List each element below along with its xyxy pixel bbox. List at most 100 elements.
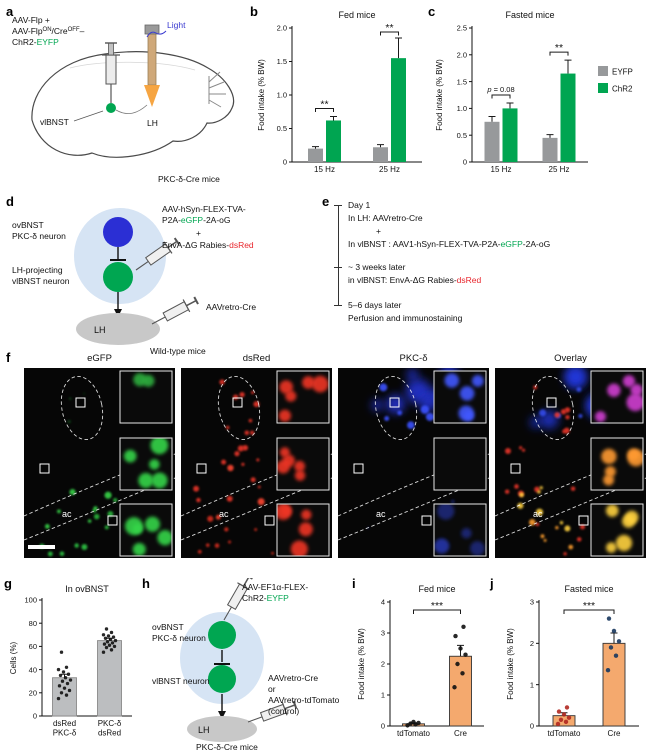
- chart-svg-b: Fed mice Food intake (% BW) 0 0.5 1.0 1.5 2.0 *…: [257, 10, 422, 174]
- panel-label-b: b: [250, 4, 258, 19]
- data-point: [58, 673, 63, 678]
- legend-swatch: [598, 66, 608, 76]
- x-category-label: tdTomato: [397, 729, 430, 738]
- roi-box: [510, 463, 521, 474]
- vlbnst-label: vlBNST neuron: [152, 676, 210, 686]
- panel-label-j: j: [490, 576, 494, 591]
- roi-box: [39, 463, 50, 474]
- y-tick-label: 1.0: [457, 104, 467, 113]
- lh-label: LH: [198, 725, 210, 735]
- virus1-label-2: ChR2-EYFP: [242, 593, 289, 603]
- micrograph-title-overlay: Overlay: [554, 353, 587, 364]
- significance-bracket: [380, 31, 399, 36]
- roi-box: [546, 397, 557, 408]
- y-axis-label: Food intake (% BW): [435, 59, 444, 131]
- bar: [97, 640, 122, 717]
- micrograph-title-dsred: dsRed: [242, 353, 271, 364]
- timeline-plus: +: [376, 226, 381, 236]
- mouse-line-label: Wild-type mice: [150, 346, 206, 356]
- data-point: [65, 681, 70, 686]
- lh-label: LH: [147, 118, 158, 128]
- ovbnst-label-2: PKC-δ neuron: [152, 633, 206, 643]
- timeline-tick-3: [334, 305, 342, 306]
- data-point: [112, 644, 117, 649]
- y-tick-label: 0.5: [277, 124, 287, 133]
- y-tick-label: 0: [381, 722, 385, 731]
- ovbnst-label-1: ovBNST: [152, 622, 184, 632]
- y-tick-label: 1: [530, 680, 534, 689]
- y-tick-label: 2: [381, 660, 385, 669]
- roi-box: [196, 463, 207, 474]
- y-tick-label: 1.5: [277, 57, 287, 66]
- data-point: [61, 670, 66, 674]
- data-point: [103, 636, 108, 640]
- roi-box: [232, 397, 243, 408]
- mouse-line-label: PKC-δ-Cre mice: [158, 174, 220, 184]
- timeline-perfusion: Perfusion and immunostaining: [348, 313, 463, 323]
- chart-food-intake-fed-cre: Fed mice Food intake (% BW) 0 1 2 3 4 *** tdToma…: [356, 582, 490, 750]
- data-point: [606, 616, 612, 621]
- significance-label: p = 0.08: [486, 85, 514, 94]
- data-point: [101, 633, 106, 637]
- micrograph-title-egfp: eGFP: [87, 353, 112, 364]
- chart-cells-percent-ovbnst: In ovBNST Cells (%) 0 20 40 60 80 100 dsRed PKC-δ…: [8, 582, 140, 750]
- roi-box: [578, 515, 589, 526]
- virus1-label-1: AAV-EF1α-FLEX-: [242, 582, 308, 592]
- virus2-label-2: or: [268, 684, 276, 694]
- data-point: [104, 645, 109, 650]
- inset-border: [433, 437, 487, 491]
- inset-border: [590, 503, 644, 557]
- panel-label-h: h: [142, 576, 150, 591]
- projection-line: [115, 104, 148, 115]
- micrograph-svg: ac: [494, 364, 647, 558]
- data-point: [411, 719, 416, 725]
- chart-svg-j: Fasted mice Food intake (% BW) 0 1 2 3 *** tdTo…: [506, 584, 639, 738]
- panel-label-c: c: [428, 4, 436, 19]
- data-point: [613, 653, 619, 658]
- inset-border: [119, 370, 173, 424]
- inset-cells: [123, 438, 169, 489]
- roi-box: [421, 515, 432, 526]
- data-point: [64, 665, 69, 669]
- legend-label: ChR2: [612, 85, 633, 94]
- data-point: [57, 684, 62, 688]
- data-point: [59, 650, 64, 654]
- virus2-label-4: (control): [268, 706, 299, 716]
- inset-border: [433, 370, 487, 424]
- data-point: [458, 646, 463, 651]
- inset-box: [434, 438, 486, 490]
- fluorescence-blobs: [193, 379, 274, 555]
- panel-label-i: i: [352, 576, 356, 591]
- y-tick-label: 100: [24, 596, 37, 605]
- lh-region: [76, 313, 160, 345]
- micrograph-dsred: ac: [180, 368, 333, 558]
- vlbnst-label: vlBNST: [40, 117, 69, 127]
- micrograph-svg: ac: [23, 368, 176, 558]
- error-bar: [312, 146, 319, 149]
- y-tick-label: 1.5: [457, 77, 467, 86]
- bar: [502, 108, 518, 162]
- bar: [326, 120, 341, 162]
- chart-title: In ovBNST: [65, 584, 109, 594]
- bar: [542, 137, 558, 162]
- legend-swatch: [598, 83, 608, 93]
- chart-food-intake-fed: Fed mice Food intake (% BW) 0 0.5 1.0 1.5 2.0 *…: [256, 8, 428, 188]
- data-point: [461, 624, 466, 629]
- legend-label: EYFP: [612, 68, 633, 77]
- virus2-label: AAVretro-Cre: [206, 302, 256, 312]
- timeline-day1-line1: In LH: AAVretro-Cre: [348, 213, 423, 223]
- data-point: [101, 650, 106, 654]
- panel-e-timeline: Day 1 In LH: AAVretro-Cre + In vlBNST : …: [334, 200, 650, 332]
- timeline-3weeks-line1: in vlBNST: EnvA-ΔG Rabies-dsRed: [348, 275, 482, 285]
- bar: [52, 677, 77, 717]
- data-point: [563, 719, 569, 725]
- bar: [308, 148, 323, 162]
- x-category-label: 15 Hz: [314, 165, 335, 174]
- timeline-day1: Day 1: [348, 200, 371, 210]
- optic-fiber-icon: [144, 24, 160, 107]
- significance-bracket: [549, 51, 569, 56]
- data-point: [564, 705, 570, 710]
- bar: [449, 655, 472, 727]
- data-point: [104, 627, 109, 631]
